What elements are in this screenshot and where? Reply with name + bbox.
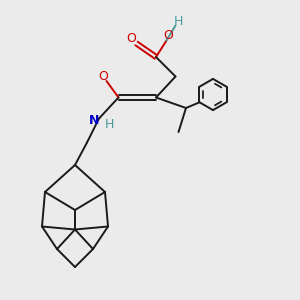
Text: O: O <box>126 32 136 46</box>
Text: O: O <box>163 28 173 42</box>
Text: O: O <box>98 70 108 83</box>
Text: H: H <box>105 118 114 131</box>
Text: N: N <box>88 113 99 127</box>
Text: H: H <box>174 15 183 28</box>
